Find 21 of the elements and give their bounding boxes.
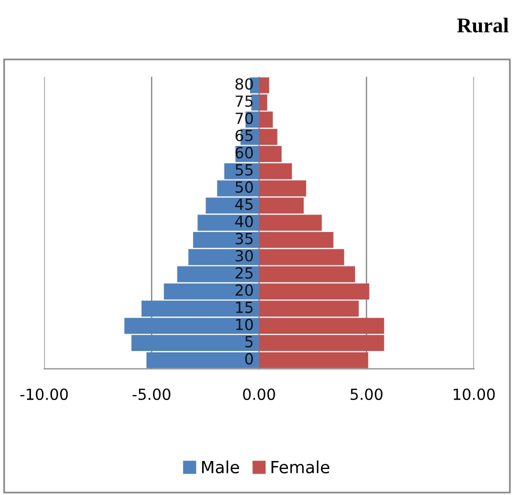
y-tick-label: 5 <box>245 336 253 348</box>
y-tick-label: 0 <box>245 353 253 365</box>
legend-label: Male <box>202 460 240 474</box>
y-tick-label: 40 <box>235 216 253 228</box>
y-tick-label: 55 <box>236 164 253 176</box>
y-tick-label: 25 <box>236 267 253 279</box>
y-tick-label: 45 <box>235 198 253 210</box>
x-tick-label: -10.00 <box>20 388 68 400</box>
y-tick-label: 35 <box>236 232 253 244</box>
y-tick-label: 15 <box>236 302 253 314</box>
y-tick-label: 30 <box>236 250 253 262</box>
y-tick-label: 20 <box>236 284 253 296</box>
x-tick-label: 0.00 <box>243 388 276 400</box>
x-tick-label: 5.00 <box>350 388 382 400</box>
x-tick-label: 10.00 <box>454 388 495 400</box>
chart-title: Rural <box>457 18 509 32</box>
y-tick-label: 10 <box>236 318 253 330</box>
y-tick-label: 50 <box>236 181 253 193</box>
legend-label: Female <box>272 460 330 474</box>
y-tick-label: 60 <box>236 146 253 158</box>
x-tick-label: -5.00 <box>132 388 170 400</box>
